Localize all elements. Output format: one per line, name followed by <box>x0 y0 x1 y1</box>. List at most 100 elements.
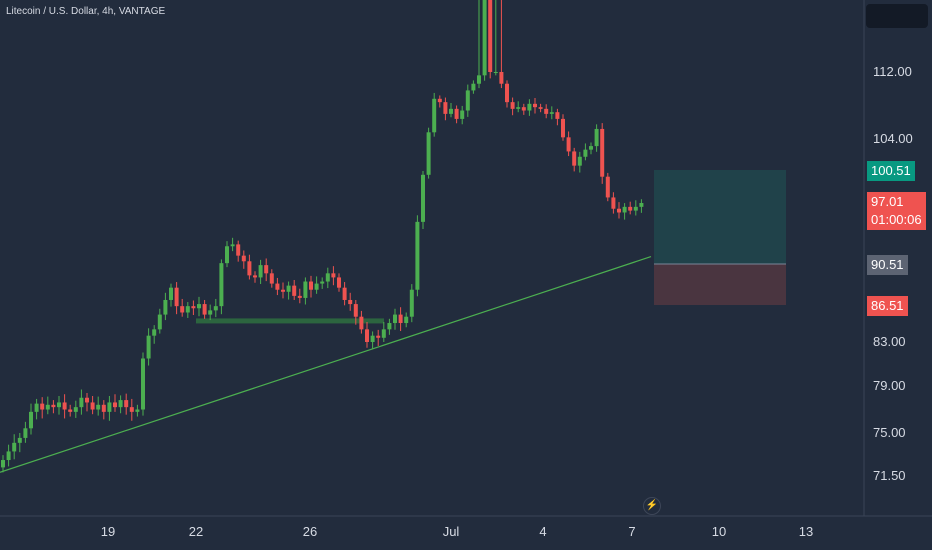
candle-body <box>370 335 375 342</box>
candle-body <box>247 261 252 276</box>
candle-body <box>421 174 425 222</box>
candle-body <box>499 72 504 84</box>
candle-body <box>169 287 173 300</box>
candle-body <box>404 316 409 324</box>
candle-body <box>381 329 386 338</box>
candle-body <box>124 400 129 408</box>
candle-body <box>269 273 274 284</box>
candle-body <box>505 83 509 103</box>
price-tick-label: 79.00 <box>873 378 906 393</box>
candle-body <box>510 102 515 109</box>
candle-body <box>51 404 56 408</box>
candle-body <box>253 275 257 278</box>
candle-body <box>639 203 644 207</box>
price-badge: 90.51 <box>867 255 908 275</box>
candle-body <box>297 295 302 298</box>
candle-body <box>566 137 571 152</box>
candle-body <box>152 329 157 336</box>
candle-body <box>129 407 134 412</box>
candle-body <box>23 428 28 438</box>
candle-body <box>1 460 5 468</box>
candle-body <box>605 176 610 198</box>
candle-body <box>314 283 319 290</box>
candle-body <box>622 206 627 213</box>
candle-body <box>633 206 638 211</box>
candle-body <box>628 206 633 211</box>
toolbar-button[interactable] <box>866 4 928 28</box>
time-tick-label: 7 <box>628 524 635 539</box>
candle-body <box>471 83 476 91</box>
candle-body <box>6 451 11 461</box>
candle-body <box>617 208 621 213</box>
candle-body <box>62 402 67 410</box>
price-badge: 100.51 <box>867 161 915 181</box>
candle-body <box>208 310 213 315</box>
candle-body <box>348 299 353 305</box>
candle-body <box>85 397 89 403</box>
candle-body <box>141 358 145 410</box>
time-tick-label: 19 <box>101 524 115 539</box>
candle-body <box>180 306 185 313</box>
candle-body <box>264 265 269 274</box>
candle-body <box>561 118 565 138</box>
candle-body <box>527 103 532 111</box>
candle-body <box>589 146 593 150</box>
candle-body <box>96 404 101 410</box>
candle-body <box>286 285 291 292</box>
candle-body <box>292 285 297 296</box>
candle-body <box>191 306 196 309</box>
candle-body <box>29 411 33 429</box>
candle-body <box>482 0 487 76</box>
candle-body <box>544 108 549 114</box>
candle-body <box>426 132 431 175</box>
candle-body <box>225 246 229 264</box>
support-zone <box>196 318 384 324</box>
candle-body <box>437 98 442 103</box>
candle-body <box>57 402 61 408</box>
candle-body <box>17 437 22 443</box>
candle-body <box>275 283 280 290</box>
candle-body <box>365 329 369 342</box>
price-tick-label: 75.00 <box>873 425 906 440</box>
candle-body <box>135 409 140 412</box>
candle-body <box>488 0 493 72</box>
candle-body <box>353 304 358 317</box>
candle-body <box>409 289 414 317</box>
candle-body <box>611 197 616 209</box>
candle-body <box>303 281 308 298</box>
candle-body <box>516 107 521 109</box>
candle-body <box>572 151 577 166</box>
candle-body <box>241 255 246 262</box>
trendline <box>0 256 652 473</box>
candle-body <box>398 314 403 324</box>
time-tick-label: 13 <box>799 524 813 539</box>
price-tick-label: 83.00 <box>873 334 906 349</box>
candle-body <box>393 314 397 324</box>
candle-body <box>549 112 554 114</box>
candle-body <box>454 108 459 119</box>
candle-body <box>376 335 381 338</box>
price-tick-label: 112.00 <box>873 64 912 79</box>
candle-body <box>538 107 543 109</box>
candle-body <box>236 244 241 256</box>
lightning-icon[interactable]: ⚡ <box>643 497 661 515</box>
candle-body <box>477 75 481 84</box>
candle-body <box>583 149 588 157</box>
time-tick-label: 10 <box>712 524 726 539</box>
candle-body <box>202 304 207 315</box>
candle-body <box>174 287 179 307</box>
candle-body <box>163 299 168 315</box>
time-tick-label: Jul <box>443 524 460 539</box>
candle-body <box>40 403 45 410</box>
candle-body <box>258 265 263 278</box>
candle-body <box>331 273 336 278</box>
price-tick-label: 104.00 <box>873 131 913 146</box>
candle-body <box>213 306 218 311</box>
candle-body <box>415 221 420 290</box>
candle-body <box>107 402 112 412</box>
candle-body <box>281 289 285 292</box>
candle-body <box>101 404 106 412</box>
candle-body <box>577 156 582 166</box>
candle-body <box>219 263 224 307</box>
